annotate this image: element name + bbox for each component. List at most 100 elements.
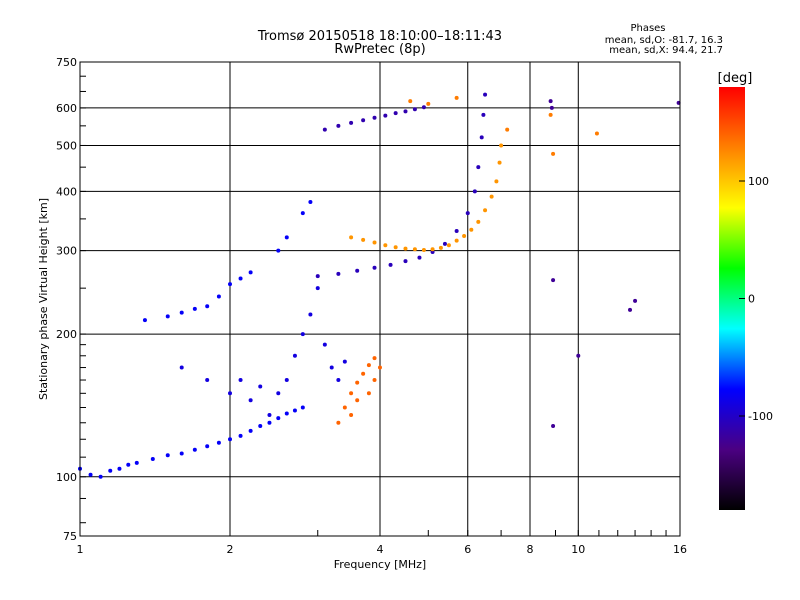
data-point [216,440,221,445]
data-point [205,378,210,383]
data-point [165,453,170,458]
phase-info-heading: Phases [630,23,665,34]
data-point [551,278,556,283]
data-point [361,237,366,242]
data-point [465,211,470,216]
data-point [315,286,320,291]
data-point [430,247,435,252]
chart-title-line1: Tromsø 20150518 18:10:00–18:11:43 [257,29,502,44]
data-point [98,474,103,479]
data-point [454,238,459,243]
data-point [372,240,377,245]
data-point [483,92,488,97]
y-tick-label: 400 [56,185,77,198]
phase-info-o: mean, sd,O: -81.7, 16.3 [605,35,723,46]
grid-lines [80,62,680,536]
data-point [633,298,638,303]
data-points [78,92,681,479]
data-point [108,468,113,473]
data-point [342,359,347,364]
y-tick-label: 100 [56,471,77,484]
data-point [228,437,232,442]
data-point [349,235,354,240]
data-point [248,398,253,403]
colorbar-tick-label: -100 [748,410,773,423]
data-point [205,304,210,309]
data-point [248,270,253,275]
data-point [336,378,341,383]
data-point [349,391,354,396]
data-point [497,160,502,165]
data-point [308,312,313,317]
data-point [576,353,581,358]
data-point [192,447,197,452]
x-tick-label: 8 [527,543,534,556]
data-point [412,247,417,252]
data-point [548,112,553,117]
data-point [499,143,504,148]
data-point [505,127,510,132]
data-point [336,271,341,276]
data-point [403,246,408,251]
data-point [322,127,327,132]
y-tick-label: 300 [56,245,77,258]
x-axis-label: Frequency [MHz] [334,558,426,571]
data-point [472,189,477,194]
data-point [238,378,243,383]
data-point [117,466,122,471]
x-tick-label: 4 [377,543,384,556]
data-point [454,95,459,100]
data-point [393,245,398,250]
data-point [421,105,426,110]
colorbar-tick-label: 0 [748,293,755,306]
data-point [430,250,435,255]
data-point [469,227,474,232]
data-point [361,371,366,376]
chart-title-line2: RwPretec (8p) [334,42,425,57]
y-tick-label: 200 [56,328,77,341]
data-point [308,199,313,204]
colorbar-tick-label: 100 [748,175,769,188]
data-point [342,405,347,410]
data-point [126,462,131,467]
data-point [372,115,377,120]
data-point [438,245,443,250]
data-point [372,356,377,361]
data-point [300,405,305,410]
data-point [150,457,155,462]
data-point [454,229,459,234]
data-point [489,194,494,199]
data-point [228,282,232,287]
data-point [372,378,377,383]
data-point [628,307,633,312]
y-tick-label: 750 [56,56,77,69]
data-point [248,428,253,433]
data-point [179,365,184,370]
data-point [355,268,360,273]
data-point [594,131,599,136]
data-point [134,460,139,465]
data-point [88,472,93,477]
data-point [336,420,341,425]
data-point [238,276,243,281]
data-point [549,105,554,110]
data-point [315,274,320,279]
data-point [179,310,184,315]
data-point [165,314,170,319]
data-point [476,219,481,224]
data-point [349,413,354,418]
data-point [551,151,556,156]
data-point [417,255,422,260]
data-point [329,365,334,370]
data-point [267,420,272,425]
colorbar-label: [deg] [718,71,753,86]
data-point [228,391,232,396]
data-point [481,112,486,117]
data-point [393,111,398,116]
data-point [388,262,393,267]
data-point [403,259,408,264]
data-point [446,243,451,248]
data-point [276,391,281,396]
y-tick-label: 75 [63,530,77,543]
data-point [355,380,360,385]
